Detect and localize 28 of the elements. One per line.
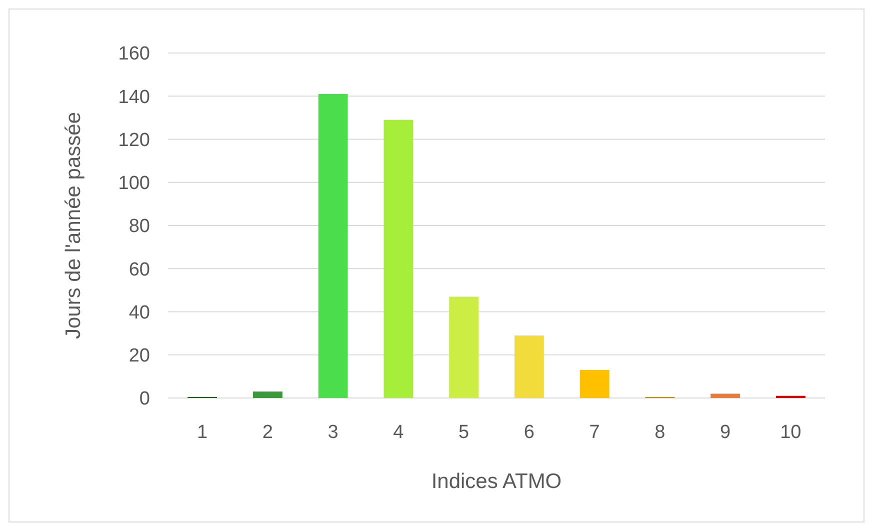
- y-tick-label: 80: [128, 216, 150, 238]
- x-tick-label: 3: [328, 422, 338, 443]
- bar: [318, 94, 348, 398]
- x-axis-title: Indices ATMO: [431, 470, 562, 493]
- y-tick-label: 0: [139, 388, 150, 410]
- bar: [710, 394, 740, 398]
- x-tick-label: 8: [654, 422, 666, 443]
- x-tick-label: 4: [393, 422, 404, 443]
- y-axis-title: Jours de l'année passée: [62, 112, 85, 340]
- y-tick-label: 20: [128, 346, 150, 367]
- x-tick-label: 1: [197, 422, 208, 443]
- bar: [252, 392, 282, 398]
- bar: [580, 370, 610, 398]
- x-tick-label: 6: [524, 422, 534, 443]
- y-tick-label: 120: [118, 130, 150, 151]
- y-tick-label: 160: [118, 44, 150, 65]
- x-tick-label: 2: [262, 422, 273, 443]
- y-tick-label: 100: [118, 173, 150, 194]
- y-tick-label: 40: [128, 302, 150, 324]
- x-tick-label: 9: [720, 422, 731, 443]
- y-tick-label: 60: [128, 259, 150, 280]
- bar: [514, 335, 544, 398]
- x-tick-label: 7: [589, 422, 600, 443]
- y-tick-label: 140: [118, 86, 150, 108]
- x-tick-label: 10: [780, 422, 802, 443]
- bar: [384, 120, 414, 398]
- bar: [449, 296, 479, 398]
- x-tick-label: 5: [458, 422, 470, 443]
